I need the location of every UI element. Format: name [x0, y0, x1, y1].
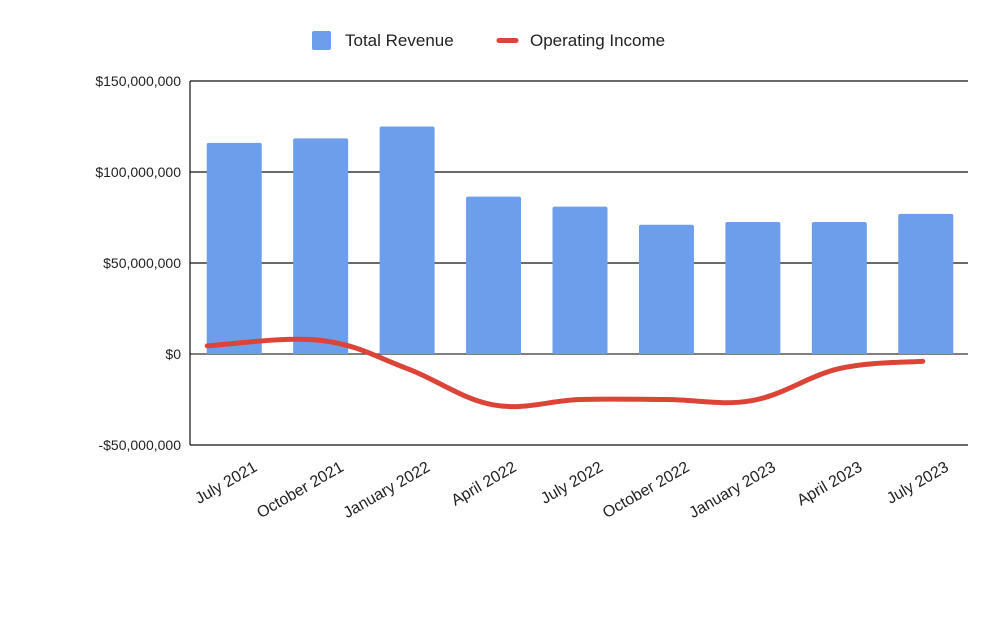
legend-label-total-revenue: Total Revenue: [345, 31, 454, 50]
legend-item-operating-income[interactable]: Operating Income: [496, 31, 665, 50]
y-tick-label: -$50,000,000: [98, 437, 181, 453]
x-tick-label: April 2023: [794, 459, 865, 510]
legend: Total Revenue Operating Income: [312, 31, 665, 50]
operating-income-point-july-2022[interactable]: [577, 397, 583, 403]
revenue-bars: [206, 126, 954, 355]
x-tick-label: April 2022: [449, 459, 520, 510]
legend-swatch-bar: [312, 31, 331, 50]
revenue-bar-april-2023[interactable]: [811, 222, 867, 354]
x-tick-label: July 2021: [192, 459, 260, 508]
y-tick-label: $50,000,000: [103, 255, 181, 271]
operating-income-point-april-2023[interactable]: [836, 366, 842, 372]
operating-income-series-line[interactable]: [204, 336, 926, 410]
y-tick-label: $0: [165, 346, 181, 362]
revenue-bar-july-2022[interactable]: [552, 206, 608, 354]
y-tick-label: $100,000,000: [95, 164, 181, 180]
legend-item-total-revenue[interactable]: Total Revenue: [312, 31, 454, 50]
operating-income-point-january-2023[interactable]: [750, 397, 756, 403]
operating-income-point-january-2022[interactable]: [404, 366, 410, 372]
x-tick-label: October 2022: [600, 459, 693, 522]
y-axis-tick-labels: -$50,000,000 $0 $50,000,000 $100,000,000 $15…: [95, 73, 181, 453]
revenue-bar-january-2022[interactable]: [379, 126, 435, 355]
x-tick-label: July 2023: [884, 459, 952, 508]
operating-income-point-july-2021[interactable]: [204, 343, 210, 349]
operating-income-point-april-2022[interactable]: [491, 402, 497, 408]
legend-label-operating-income: Operating Income: [530, 31, 665, 50]
x-tick-label: October 2021: [254, 459, 347, 522]
y-tick-label: $150,000,000: [95, 73, 181, 89]
operating-income-line: [204, 336, 926, 410]
revenue-bar-october-2021[interactable]: [293, 138, 349, 354]
revenue-bar-january-2023[interactable]: [725, 222, 781, 354]
revenue-bar-july-2021[interactable]: [206, 142, 262, 354]
revenue-bar-july-2023[interactable]: [898, 213, 954, 354]
revenue-bar-april-2022[interactable]: [466, 196, 522, 354]
operating-income-point-october-2022[interactable]: [663, 397, 669, 403]
revenue-bar-october-2022[interactable]: [638, 224, 694, 354]
x-tick-label: January 2022: [341, 459, 434, 522]
operating-income-point-october-2021[interactable]: [318, 337, 324, 343]
x-tick-label: January 2023: [686, 459, 779, 522]
x-tick-label: July 2022: [538, 459, 606, 508]
operating-income-point-july-2023[interactable]: [920, 358, 926, 364]
